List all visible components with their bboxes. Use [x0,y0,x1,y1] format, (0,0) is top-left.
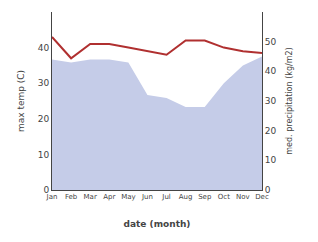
svg-text:Oct: Oct [218,193,230,201]
svg-text:May: May [121,193,135,201]
svg-text:30: 30 [265,96,277,106]
svg-text:Sep: Sep [198,193,212,201]
svg-text:Nov: Nov [236,193,250,201]
svg-text:20: 20 [265,126,277,136]
svg-text:Mar: Mar [84,193,97,201]
svg-text:0: 0 [43,185,49,195]
svg-text:Apr: Apr [103,193,115,201]
svg-text:40: 40 [38,43,50,53]
svg-text:0: 0 [265,185,271,195]
svg-text:50: 50 [265,37,277,47]
svg-text:Jun: Jun [141,193,153,201]
svg-text:40: 40 [265,66,277,76]
svg-text:Dec: Dec [255,193,269,201]
svg-text:10: 10 [265,155,277,165]
svg-text:Jul: Jul [161,193,171,201]
svg-text:Jan: Jan [46,193,58,201]
svg-text:Aug: Aug [179,193,193,201]
svg-text:10: 10 [38,150,50,160]
svg-text:med. precipitation (kg/m2): med. precipitation (kg/m2) [285,47,294,154]
svg-text:30: 30 [38,78,50,88]
svg-text:20: 20 [38,114,50,124]
svg-text:date (month): date (month) [124,219,191,229]
svg-text:Feb: Feb [65,193,78,201]
svg-text:max temp (C): max temp (C) [16,70,26,132]
